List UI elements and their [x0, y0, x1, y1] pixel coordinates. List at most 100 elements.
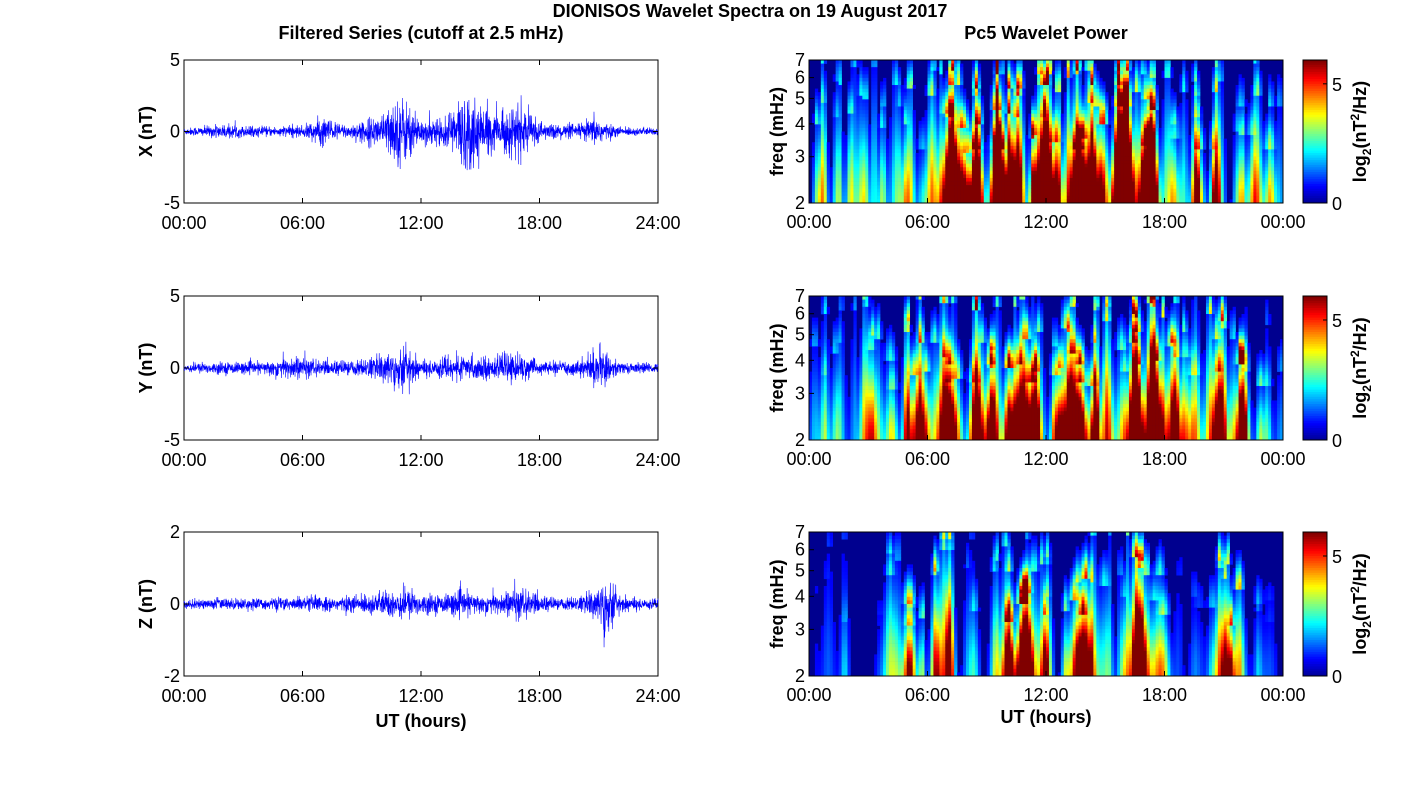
wavelet-cell [820, 185, 825, 190]
wavelet-cell [880, 195, 884, 200]
wavelet-cell [1205, 174, 1210, 179]
wavelet-cell [906, 67, 911, 72]
wavelet-cell [1007, 70, 1011, 75]
wavelet-cell [1093, 106, 1097, 111]
wavelet-cell [1078, 156, 1082, 161]
wavelet-cell [1046, 170, 1050, 175]
wavelet-cell [1057, 185, 1062, 190]
wavelet-cell [927, 192, 931, 197]
wavelet-cell [823, 92, 828, 97]
wavelet-cell [995, 60, 999, 64]
wavelet-cell [1040, 135, 1044, 139]
wavelet-cell [859, 74, 863, 79]
wavelet-cell [989, 185, 993, 190]
wavelet-cell [954, 92, 958, 97]
wavelet-cell [1191, 167, 1195, 172]
wavelet-cell [856, 92, 860, 97]
wavelet-cell [1170, 120, 1174, 125]
wavelet-cell [847, 188, 851, 193]
wavelet-cell [1040, 142, 1044, 147]
wavelet-cell [930, 177, 934, 182]
wavelet-cell [1093, 99, 1097, 104]
wavelet-cell [1155, 177, 1159, 182]
wavelet-cell [862, 131, 866, 136]
wavelet-cell [1123, 142, 1127, 147]
wavelet-cell [1054, 120, 1059, 125]
wavelet-cell [924, 177, 928, 182]
wavelet-cell [1093, 117, 1097, 122]
wavelet-cell [1149, 127, 1153, 132]
wavelet-cell [838, 156, 842, 161]
wavelet-cell [1043, 195, 1047, 200]
wavelet-cell [1028, 138, 1032, 143]
wavelet-cell [894, 192, 899, 197]
wavelet-cell [945, 138, 949, 143]
wavelet-cell [927, 185, 931, 190]
wavelet-cell [1108, 120, 1112, 125]
wavelet-cell [835, 85, 839, 89]
wavelet-cell [1134, 174, 1139, 179]
wavelet-cell [915, 188, 919, 193]
wavelet-cell [1128, 124, 1133, 129]
wavelet-cell [856, 124, 860, 129]
wavelet-cell [957, 102, 961, 107]
wavelet-cell [1066, 67, 1070, 72]
wavelet-cell [933, 142, 937, 147]
wavelet-cell [1123, 120, 1127, 125]
wavelet-cell [1087, 102, 1091, 107]
wavelet-cell [859, 95, 863, 100]
wavelet-cell [1235, 135, 1239, 139]
wavelet-cell [1131, 120, 1136, 125]
wavelet-cell [1232, 195, 1236, 200]
wavelet-cell [1016, 145, 1020, 150]
wavelet-cell [974, 152, 979, 157]
wavelet-cell [1120, 88, 1124, 93]
wavelet-cell [1105, 181, 1109, 186]
wavelet-cell [1146, 177, 1150, 182]
wavelet-cell [1123, 188, 1127, 193]
wavelet-cell [1140, 85, 1145, 89]
wavelet-cell [1217, 81, 1222, 86]
wavelet-cell [957, 63, 961, 68]
wavelet-cell [1060, 195, 1065, 200]
wavelet-cell [1019, 160, 1023, 164]
wavelet-cell [966, 138, 970, 143]
wavelet-cell [1117, 99, 1121, 104]
wavelet-cell [1155, 181, 1159, 186]
wavelet-cell [939, 74, 943, 79]
wavelet-cell [1235, 127, 1239, 132]
wavelet-cell [945, 124, 949, 129]
wavelet-cell [835, 110, 839, 114]
wavelet-cell [900, 170, 905, 175]
wavelet-cell [850, 120, 854, 125]
wavelet-cell [826, 188, 831, 193]
wavelet-cell [1155, 138, 1159, 143]
wavelet-cell [877, 192, 881, 197]
wavelet-cell [1205, 177, 1210, 182]
wavelet-cell [968, 160, 973, 164]
wavelet-cell [1090, 145, 1094, 150]
wavelet-cell [1013, 163, 1017, 168]
y-tick-label: 5 [170, 50, 180, 70]
wavelet-cell [871, 156, 875, 161]
wavelet-cell [1143, 199, 1148, 204]
wavelet-cell [1200, 199, 1204, 204]
wavelet-cell [1066, 152, 1070, 157]
wavelet-cell [968, 124, 973, 129]
wavelet-cell [859, 88, 863, 93]
wavelet-cell [1037, 117, 1041, 122]
wavelet-cell [1037, 135, 1041, 139]
wavelet-cell [1081, 106, 1085, 111]
wavelet-cell [1146, 110, 1150, 114]
wavelet-cell [948, 142, 952, 147]
wavelet-cell [960, 185, 964, 190]
wavelet-cell [1179, 199, 1183, 204]
wavelet-cell [1084, 70, 1088, 75]
wavelet-cell [850, 152, 854, 157]
wavelet-cell [960, 106, 964, 111]
wavelet-cell [900, 152, 905, 157]
wavelet-cell [1214, 67, 1219, 72]
wavelet-cell [847, 88, 851, 93]
wavelet-cell [850, 160, 854, 164]
wavelet-cell [1140, 63, 1145, 68]
